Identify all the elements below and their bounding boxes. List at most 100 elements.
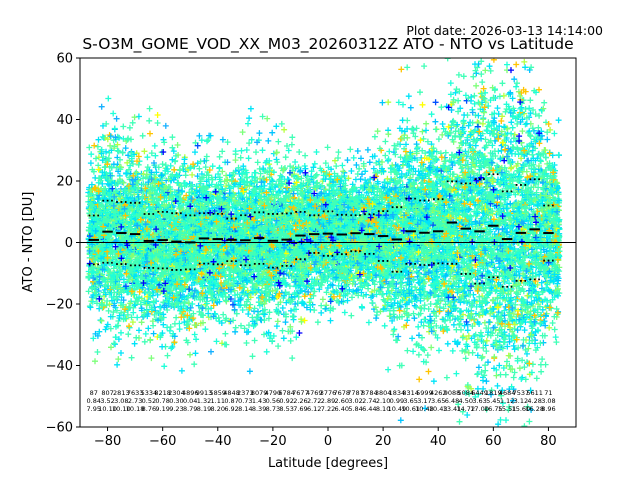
stat-label: 10.18 [126, 405, 145, 413]
chart-title: S-O3M_GOME_VOD_XX_M03_20260312Z ATO - NT… [82, 35, 573, 54]
stat-label: 6.92 [224, 405, 238, 413]
stat-label: 7677 [292, 389, 309, 397]
stat-label: 7.69 [293, 405, 307, 413]
stat-label: 0.78 [155, 397, 169, 405]
stat-label: 1.11 [211, 397, 225, 405]
stat-label: 6.44 [362, 405, 376, 413]
stat-label: 9.23 [169, 405, 183, 413]
stat-label: 10.49 [388, 405, 407, 413]
stats-table: 87 807 28137633533482182304489699135859484… [87, 389, 556, 413]
stat-label: 15.60 [512, 405, 531, 413]
stat-label: 3804 [375, 389, 392, 397]
stat-label: 3.08 [541, 397, 555, 405]
stat-label: 0.56 [266, 397, 280, 405]
stat-label: 2.60 [335, 397, 349, 405]
stat-label: 9.19 [155, 405, 169, 413]
stat-label: 6.12 [307, 405, 321, 413]
stat-label: 3.08 [114, 397, 128, 405]
stat-label: 8.10 [376, 405, 390, 413]
stat-label: 0.30 [169, 397, 183, 405]
stat-label: 3776 [320, 389, 337, 397]
stat-label: 7.95 [87, 405, 101, 413]
stat-label: 5859 [210, 389, 227, 397]
stat-label: 10.10 [112, 405, 131, 413]
stat-label: 6.48 [445, 397, 459, 405]
stat-label: 2.73 [128, 397, 142, 405]
y-tick-label: −20 [46, 298, 73, 313]
stat-label: 8314 [402, 389, 419, 397]
stat-label: 1.43 [252, 397, 266, 405]
stat-label: 10.61 [401, 405, 420, 413]
stat-label: 4262 [430, 389, 447, 397]
stat-label: 8.14 [238, 405, 252, 413]
stat-label: 8784 [361, 389, 378, 397]
stat-label: 4848 [223, 389, 240, 397]
stat-label: 8.96 [541, 405, 555, 413]
stat-label: 0.87 [224, 397, 238, 405]
stat-label: 3.12 [514, 397, 528, 405]
x-tick-label: 60 [485, 434, 502, 449]
stat-label: 10.10 [98, 405, 117, 413]
stat-label: 2813 [113, 389, 130, 397]
stat-label: 4769 [306, 389, 323, 397]
stat-label: 5611 [526, 389, 543, 397]
x-tick-label: −40 [204, 434, 231, 449]
x-tick-label: −20 [259, 434, 286, 449]
stat-label: 0.52 [142, 397, 156, 405]
stat-label: 3.02 [348, 397, 362, 405]
stat-label: 0.84 [87, 397, 101, 405]
stat-label: 13.41 [443, 405, 462, 413]
y-tick-label: 60 [56, 52, 73, 67]
stat-label: 17.00 [470, 405, 489, 413]
stat-label: 3.52 [100, 397, 114, 405]
stat-label: 3.63 [472, 397, 486, 405]
stat-label: 8.19 [197, 405, 211, 413]
stat-label: 1819 [485, 389, 502, 397]
stat-label: 807 [101, 389, 113, 397]
stat-label: 9088 [444, 389, 461, 397]
x-tick-label: 0 [324, 434, 332, 449]
stat-label: 6784 [278, 389, 295, 397]
stat-label: 6449 [471, 389, 488, 397]
stat-label: 1.12 [500, 397, 514, 405]
stat-label: 1834 [389, 389, 406, 397]
y-tick-label: 40 [56, 113, 73, 128]
stat-label: 8079 [251, 389, 268, 397]
y-tick-label: 0 [65, 236, 73, 251]
y-tick-label: −60 [46, 421, 73, 436]
stat-label: 8.79 [183, 405, 197, 413]
stat-label: 2.26 [293, 397, 307, 405]
stat-label: 3.65 [403, 397, 417, 405]
x-tick-label: 80 [540, 434, 557, 449]
stat-label: 0.92 [279, 397, 293, 405]
stat-label: 0.99 [390, 397, 404, 405]
stat-label: 4.50 [459, 397, 473, 405]
stat-label: 9913 [196, 389, 213, 397]
stat-label: 8.53 [279, 405, 293, 413]
stat-label: 87 [90, 389, 98, 397]
stat-label: 8.76 [142, 405, 156, 413]
stat-label: 15.51 [498, 405, 517, 413]
stat-label: 0.04 [183, 397, 197, 405]
stat-label: 3.17 [417, 397, 431, 405]
stat-label: 4.28 [527, 397, 541, 405]
stat-label: 5999 [416, 389, 433, 397]
x-tick-label: 20 [375, 434, 392, 449]
y-axis-title: ATO - NTO [DU] [21, 192, 36, 293]
stat-label: 2373 [237, 389, 254, 397]
stat-label: 4684 [499, 389, 516, 397]
stat-label: 2.10 [376, 397, 390, 405]
stat-label: 7633 [127, 389, 144, 397]
x-tick-label: 40 [430, 434, 447, 449]
stat-label: 5.45 [486, 397, 500, 405]
stat-label: 5.84 [348, 405, 362, 413]
stat-label: 16.28 [525, 405, 544, 413]
stat-label: 5084 [458, 389, 475, 397]
stat-label: 4790 [265, 389, 282, 397]
stat-label: 8.39 [252, 405, 266, 413]
stat-label: 6.40 [335, 405, 349, 413]
stat-label: 7.22 [321, 405, 335, 413]
x-axis-title: Latitude [degrees] [268, 456, 388, 471]
plot-date-label: Plot date: 2026-03-13 14:14:00 [406, 23, 603, 38]
